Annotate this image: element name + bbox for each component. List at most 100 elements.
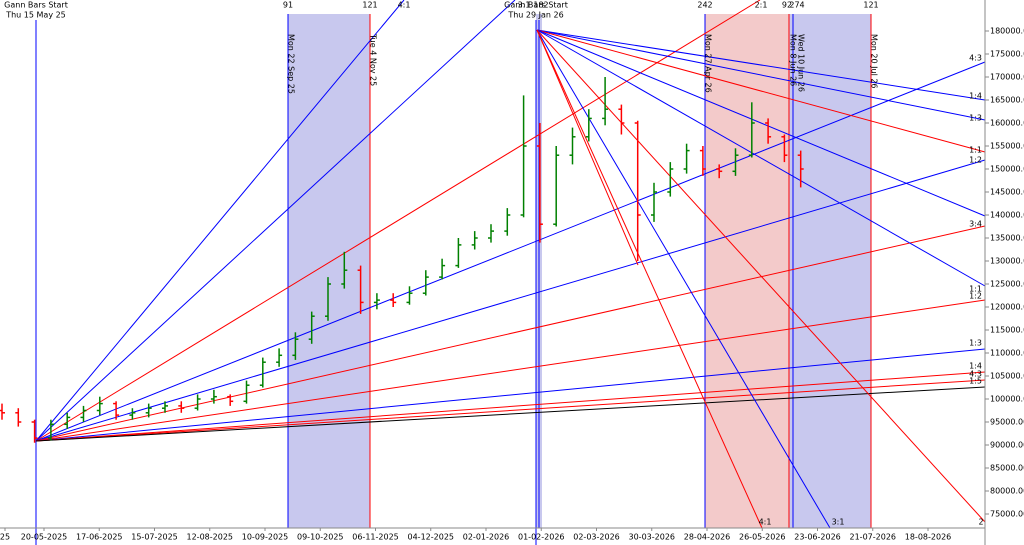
y-tick-label: 130000.00 bbox=[990, 257, 1024, 266]
date-marker: Tue 4 Nov 25 bbox=[369, 33, 378, 86]
y-tick-label: 170000.00 bbox=[990, 73, 1024, 82]
y-tick-label: 75000.00 bbox=[990, 510, 1024, 519]
x-tick-label: 20-05-2025 bbox=[21, 533, 68, 542]
fan-ratio: 4:3 bbox=[969, 54, 982, 63]
fan-line bbox=[536, 29, 986, 217]
date-marker: Mon 22 Sep 25 bbox=[287, 34, 296, 94]
y-tick-label: 155000.00 bbox=[990, 142, 1024, 151]
annotations: Gann Bars Start Thu 15 May 25 Gann Bars … bbox=[4, 1, 983, 527]
fan-ratio: 1:3 bbox=[969, 114, 982, 123]
fan-line bbox=[35, 299, 986, 442]
fan-ratio: 1:2 bbox=[969, 292, 982, 301]
price-bars bbox=[0, 77, 804, 443]
bottom-ratio: 4:1 bbox=[759, 518, 772, 527]
fan-line bbox=[35, 0, 516, 442]
fan-line bbox=[35, 0, 761, 442]
date-marker: Wed 10 Jun 26 bbox=[797, 34, 806, 92]
x-tick-label: 15-07-2025 bbox=[131, 533, 178, 542]
fan-ratio: 1:3 bbox=[969, 339, 982, 348]
x-tick-label: 26-05-2026 bbox=[739, 533, 786, 542]
fan-ratio: 1:2 bbox=[969, 156, 982, 165]
bar-count: 121 bbox=[362, 1, 377, 10]
bottom-ratio: 2 bbox=[978, 518, 983, 527]
gann-fan-upper bbox=[536, 29, 986, 529]
top-ratio: 2:1 bbox=[755, 1, 768, 10]
x-tick-label: 28-04-2026 bbox=[684, 533, 731, 542]
y-tick-label: 180000.00 bbox=[990, 27, 1024, 36]
bar-count: 121 bbox=[863, 1, 878, 10]
y-tick-label: 160000.00 bbox=[990, 119, 1024, 128]
axis-panel bbox=[986, 0, 1024, 545]
fan-ratio: 1:1 bbox=[969, 146, 982, 155]
x-tick-label: 06-11-2025 bbox=[352, 533, 399, 542]
y-tick-label: 175000.00 bbox=[990, 50, 1024, 59]
start-title: Gann Bars Start bbox=[504, 1, 568, 10]
x-tick-label: 10-09-2025 bbox=[242, 533, 289, 542]
x-tick-label: 18-08-2026 bbox=[905, 533, 952, 542]
fan-line bbox=[35, 379, 986, 442]
fan-line bbox=[35, 225, 986, 442]
fan-ratio: 1:5 bbox=[969, 377, 982, 386]
x-tick-label: 01-02-2026 bbox=[518, 533, 565, 542]
bar-count: 242 bbox=[697, 1, 712, 10]
start-date: Thu 29 Jan 26 bbox=[507, 11, 563, 20]
x-tick-label: 12-08-2025 bbox=[187, 533, 234, 542]
y-tick-label: 125000.00 bbox=[990, 280, 1024, 289]
y-tick-label: 105000.00 bbox=[990, 372, 1024, 381]
fan-ratio: 3:4 bbox=[969, 220, 982, 229]
y-tick-label: 110000.00 bbox=[990, 349, 1024, 358]
fan-ratio: 4:3 bbox=[969, 370, 982, 379]
x-tick-label: 09-10-2025 bbox=[297, 533, 344, 542]
top-ratio: 4:1 bbox=[398, 1, 411, 10]
fan-line bbox=[35, 61, 986, 442]
zone bbox=[288, 14, 370, 528]
y-tick-label: 95000.00 bbox=[990, 418, 1024, 427]
y-tick-label: 145000.00 bbox=[990, 188, 1024, 197]
zones bbox=[288, 14, 871, 528]
fan-ratio: 1:4 bbox=[969, 362, 982, 371]
x-tick-label: 30-03-2026 bbox=[629, 533, 676, 542]
bottom-ratio: 3:1 bbox=[832, 518, 845, 527]
date-marker: Mon 20 Jul 26 bbox=[870, 34, 879, 89]
fan-line bbox=[536, 29, 986, 153]
x-tick-label: 04-12-2025 bbox=[408, 533, 455, 542]
x-tick-label: 25 bbox=[0, 533, 10, 542]
fan-line bbox=[35, 348, 986, 442]
zone bbox=[789, 14, 871, 528]
top-ratio: 182 bbox=[533, 1, 548, 10]
gann-fan-lower bbox=[35, 0, 986, 442]
y-tick-label: 100000.00 bbox=[990, 395, 1024, 404]
zone bbox=[705, 14, 789, 528]
fan-line bbox=[35, 386, 986, 442]
y-tick-label: 85000.00 bbox=[990, 464, 1024, 473]
fan-line bbox=[35, 371, 986, 442]
y-tick-label: 115000.00 bbox=[990, 326, 1024, 335]
y-tick-label: 135000.00 bbox=[990, 234, 1024, 243]
fan-line bbox=[536, 29, 831, 529]
fan-line bbox=[536, 29, 639, 266]
start-date: Thu 15 May 25 bbox=[5, 11, 66, 20]
y-tick-label: 90000.00 bbox=[990, 441, 1024, 450]
fan-line bbox=[536, 29, 763, 529]
fan-line bbox=[536, 29, 986, 101]
fan-line bbox=[536, 29, 986, 121]
x-tick-label: 21-07-2026 bbox=[850, 533, 897, 542]
fan-line bbox=[536, 29, 986, 287]
start-title: Gann Bars Start bbox=[4, 1, 68, 10]
top-ratio: 3:1 bbox=[518, 1, 531, 10]
date-marker: Mon 8 Jun 26 bbox=[789, 34, 798, 86]
fan-ratio: 1:4 bbox=[969, 92, 982, 101]
x-tick-label: 17-06-2025 bbox=[76, 533, 123, 542]
x-tick-label: 23-06-2026 bbox=[794, 533, 841, 542]
bar-count: 92 bbox=[782, 1, 792, 10]
bar-count: 91 bbox=[283, 1, 293, 10]
fan-line bbox=[536, 29, 986, 523]
fan-ratio: 1:1 bbox=[969, 285, 982, 294]
date-marker: Mon 27 Apr 26 bbox=[704, 34, 713, 93]
x-tick-label: 02-03-2026 bbox=[573, 533, 620, 542]
y-tick-label: 120000.00 bbox=[990, 303, 1024, 312]
y-tick-label: 140000.00 bbox=[990, 211, 1024, 220]
fan-line bbox=[35, 0, 405, 442]
